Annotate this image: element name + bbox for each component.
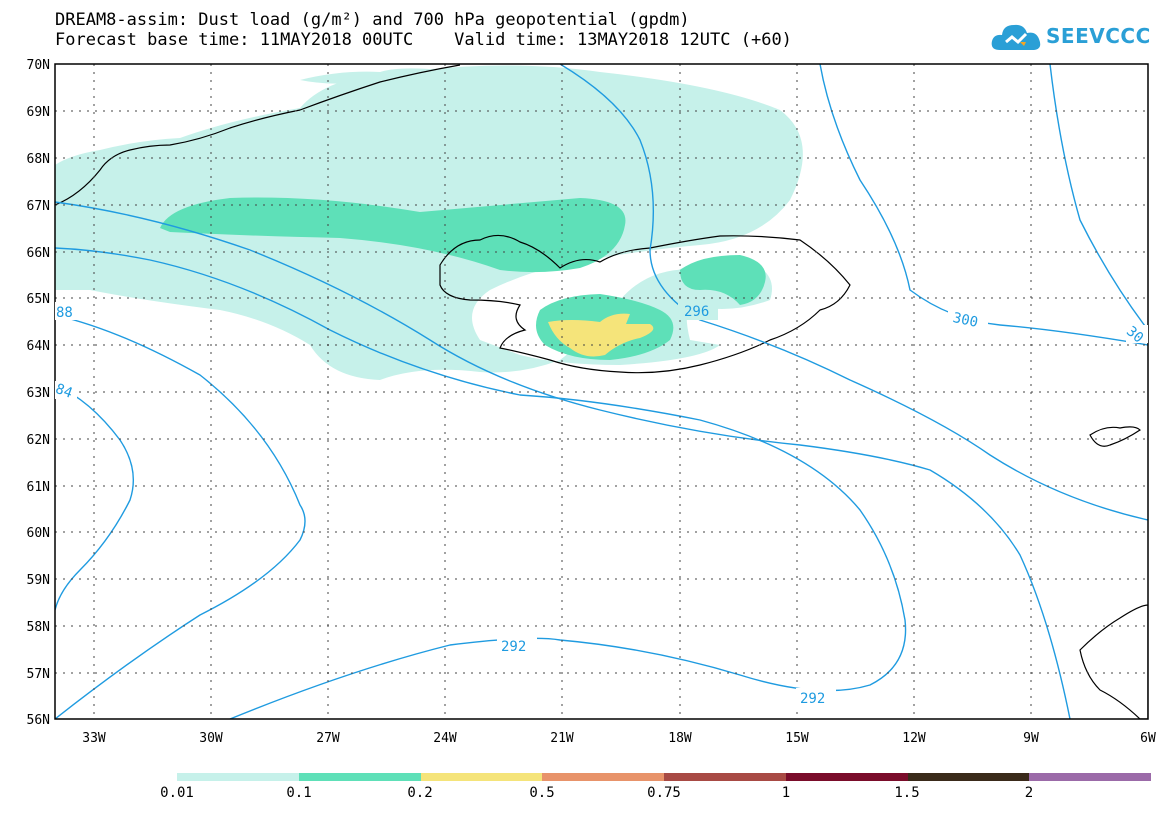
contour-label-292-a: 292 bbox=[501, 639, 526, 655]
lon-label: 18W bbox=[668, 731, 692, 746]
contour-288 bbox=[55, 314, 306, 719]
lat-label: 69N bbox=[27, 105, 50, 120]
contour-label-296: 296 bbox=[684, 304, 709, 320]
contour-label-288: 88 bbox=[56, 305, 73, 321]
lon-label: 24W bbox=[433, 731, 457, 746]
legend-swatch bbox=[1029, 773, 1151, 781]
legend-swatch bbox=[420, 773, 543, 781]
contour-label-292-b: 292 bbox=[800, 691, 825, 707]
map-subtitle: Forecast base time: 11MAY2018 00UTC Vali… bbox=[55, 30, 792, 50]
lon-tick-labels: 33W 30W 27W 24W 21W 18W 15W 12W 9W 6W bbox=[82, 731, 1156, 746]
legend-label: 1.5 bbox=[894, 785, 920, 801]
contour-30x bbox=[1049, 64, 1148, 331]
legend-swatch bbox=[664, 773, 786, 781]
color-legend-bar bbox=[177, 773, 1151, 781]
lat-label: 56N bbox=[27, 713, 50, 728]
greenland-coastline bbox=[55, 64, 461, 206]
faroe-coastline bbox=[1089, 426, 1141, 447]
legend-swatch bbox=[298, 773, 421, 781]
legend-swatch bbox=[907, 773, 1030, 781]
lon-label: 21W bbox=[550, 731, 574, 746]
legend-label: 1 bbox=[781, 785, 791, 801]
legend-swatch bbox=[542, 773, 664, 781]
lat-label: 63N bbox=[27, 386, 50, 401]
lon-label: 9W bbox=[1023, 731, 1039, 746]
legend-label: 0.1 bbox=[286, 785, 312, 801]
legend-label: 2 bbox=[1024, 785, 1034, 801]
dust-area-green-east bbox=[680, 255, 766, 305]
lat-lon-grid bbox=[55, 64, 1148, 719]
legend-swatch bbox=[177, 773, 299, 781]
lon-label: 6W bbox=[1140, 731, 1156, 746]
dust-area-yellow bbox=[548, 313, 654, 357]
lat-label: 67N bbox=[27, 199, 50, 214]
map-title: DREAM8-assim: Dust load (g/m²) and 700 h… bbox=[55, 10, 690, 30]
lat-label: 64N bbox=[27, 339, 50, 354]
contour-284 bbox=[55, 384, 135, 611]
lat-label: 58N bbox=[27, 620, 50, 635]
lat-label: 70N bbox=[27, 58, 50, 73]
lat-label: 65N bbox=[27, 292, 50, 307]
contour-296-north bbox=[559, 64, 1148, 521]
lat-label: 60N bbox=[27, 526, 50, 541]
contour-300 bbox=[819, 64, 1148, 346]
lon-label: 12W bbox=[902, 731, 926, 746]
geopotential-contours bbox=[55, 64, 1148, 719]
contour-label-284: 84 bbox=[53, 381, 74, 402]
lon-label: 27W bbox=[316, 731, 340, 746]
scotland-coastline bbox=[1079, 604, 1148, 719]
lat-label: 59N bbox=[27, 573, 50, 588]
lat-label: 68N bbox=[27, 152, 50, 167]
seevccc-logo: SEEVCCC bbox=[990, 20, 1150, 56]
legend-label: 0.01 bbox=[160, 785, 194, 801]
lat-tick-labels: 70N 69N 68N 67N 66N 65N 64N 63N 62N 61N … bbox=[27, 58, 50, 728]
contour-292 bbox=[55, 247, 907, 719]
legend-swatch bbox=[785, 773, 908, 781]
cloud-logo-icon bbox=[991, 24, 1041, 50]
contour-296 bbox=[55, 201, 1071, 719]
lon-label: 30W bbox=[199, 731, 223, 746]
legend-label: 0.5 bbox=[529, 785, 555, 801]
logo-text: SEEVCCC bbox=[1046, 24, 1151, 48]
contour-label-300: 300 bbox=[951, 310, 979, 331]
dust-area-green-band bbox=[160, 197, 626, 273]
lon-label: 15W bbox=[785, 731, 809, 746]
contour-labels: 296 300 30 292 292 88 84 bbox=[53, 302, 1148, 707]
legend-label: 0.2 bbox=[407, 785, 433, 801]
dust-area-light-north bbox=[300, 68, 440, 84]
lon-label: 33W bbox=[82, 731, 106, 746]
lat-label: 57N bbox=[27, 667, 50, 682]
lat-label: 62N bbox=[27, 433, 50, 448]
iceland-coastline bbox=[439, 234, 851, 374]
lat-label: 66N bbox=[27, 246, 50, 261]
lat-label: 61N bbox=[27, 480, 50, 495]
coastlines bbox=[55, 64, 1148, 719]
legend-label: 0.75 bbox=[647, 785, 681, 801]
dust-fields bbox=[55, 65, 803, 381]
